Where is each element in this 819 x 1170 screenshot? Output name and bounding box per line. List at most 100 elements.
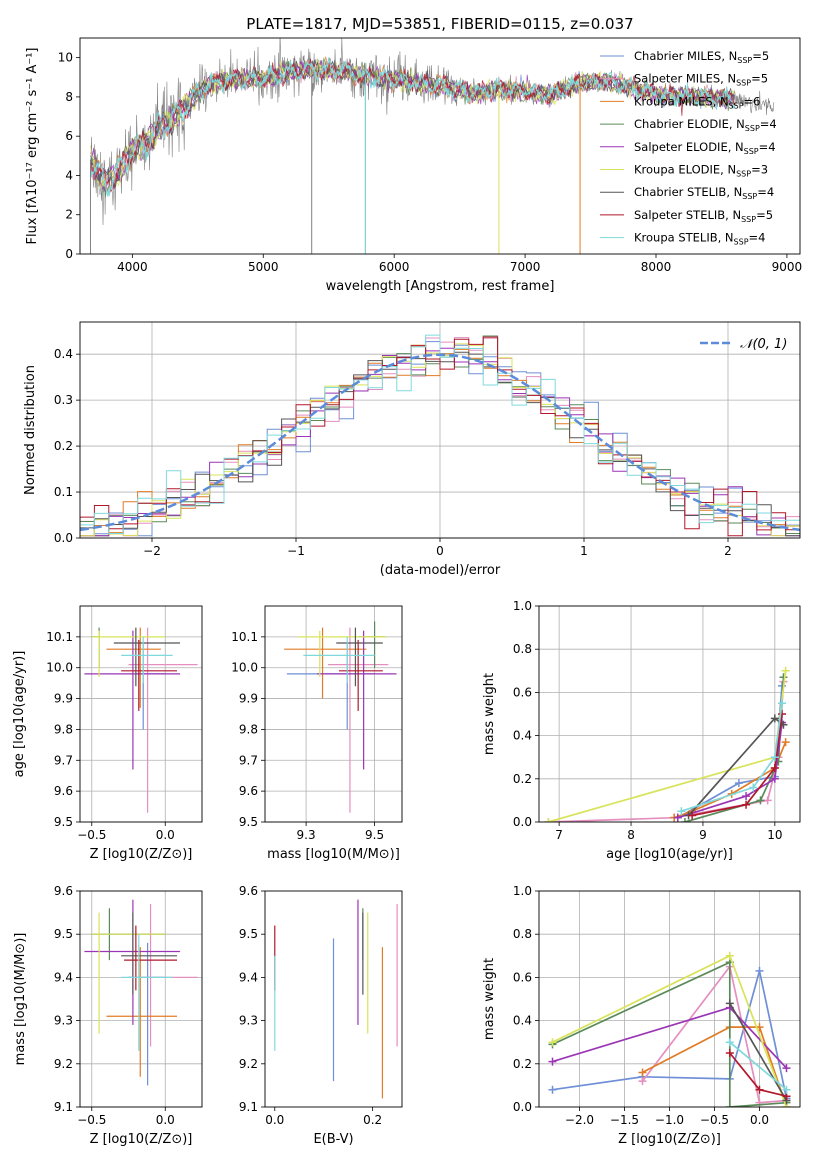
- age_vs_mass-frame: [264, 605, 403, 823]
- y-tick-label: 9.1: [239, 1100, 258, 1114]
- y-tick-label: 0.3: [54, 393, 73, 407]
- y-tick-label: 0.4: [513, 1014, 532, 1028]
- x-tick-label: 4000: [117, 260, 148, 274]
- y-tick-label: 0.0: [513, 815, 532, 829]
- axes-weight_vs_age: 7 8 9 10 0.0 0.2 0.4 0.6 0.8 1.0 age [log10(age/yr…: [482, 599, 800, 862]
- y-tick-label: 9.6: [54, 884, 73, 898]
- normal-reference-curve: [80, 353, 800, 532]
- age_vs_Z-frame: [79, 605, 203, 823]
- legend-name: Salpeter STELIB, N: [634, 208, 741, 222]
- model-kroupa-stelib-line: [90, 57, 735, 198]
- marker-salpeter-elodie: [673, 813, 682, 822]
- legend-entry-kroupa-miles: Kroupa MILES, NSSP=6: [634, 94, 760, 110]
- y-tick-label: 9.3: [54, 1014, 73, 1028]
- legend-value: =4: [749, 231, 766, 245]
- y-tick-label: 9.2: [54, 1057, 73, 1071]
- residuals-legend: 𝒩(0, 1): [700, 337, 787, 352]
- figure-title: PLATE=1817, MJD=53851, FIBERID=0115, z=0…: [246, 15, 633, 33]
- series-chabrier-elodie: [552, 960, 787, 1107]
- legend-entry-salpeter-stelib: Salpeter STELIB, NSSP=5: [634, 208, 773, 224]
- legend-entry-normal: 𝒩(0, 1): [740, 337, 787, 352]
- y-tick-label: 9.5: [239, 927, 258, 941]
- marker-salpeter-miles: [763, 796, 772, 805]
- x-axis-label: age [log10(age/yr)]: [606, 847, 733, 862]
- axes-age_vs_mass: 9.3 9.5 9.5 9.6 9.7 9.8 9.9 10.0 10.1 mass [log10…: [231, 606, 402, 862]
- marker-kroupa-elodie: [548, 1038, 557, 1047]
- x-tick-label: 0.0: [265, 1113, 284, 1127]
- legend-entry-salpeter-miles: Salpeter MILES, NSSP=5: [634, 72, 768, 88]
- marker-salpeter-elodie: [548, 1057, 557, 1066]
- legend-subscript: SSP: [736, 79, 751, 88]
- residuals-frame: [79, 321, 801, 539]
- x-tick-label: 0.0: [750, 1113, 769, 1127]
- y-tick-label: 0.4: [54, 347, 73, 361]
- legend-entry-kroupa-elodie: Kroupa ELODIE, NSSP=3: [634, 163, 768, 179]
- y-tick-label: 0.2: [513, 772, 532, 786]
- y-tick-label: 10.1: [231, 630, 258, 644]
- legend-subscript: SSP: [734, 238, 749, 247]
- y-tick-label: 9.9: [239, 692, 258, 706]
- y-axis-label: age [log10(age/yr)]: [12, 651, 27, 778]
- y-tick-label: 9.5: [54, 927, 73, 941]
- marker-kroupa-miles: [781, 738, 790, 747]
- x-tick-label: 0.0: [156, 828, 175, 842]
- legend-subscript: SSP: [742, 192, 757, 201]
- marker-chabrier-elodie: [756, 796, 765, 805]
- marker-kroupa-stelib: [770, 753, 779, 762]
- legend-name: Salpeter MILES, N: [634, 72, 736, 86]
- x-tick-label: 0: [436, 544, 444, 558]
- x-tick-label: −2.0: [565, 1113, 594, 1127]
- marker-salpeter-elodie: [742, 792, 751, 801]
- model-chabrier-stelib-line: [90, 57, 735, 188]
- x-tick-label: −0.5: [77, 828, 106, 842]
- y-tick-label: 9.3: [239, 1014, 258, 1028]
- series-kroupa-miles: [673, 741, 787, 819]
- series-salpeter-miles: [641, 964, 787, 1104]
- legend-value: =5: [751, 72, 768, 86]
- legend-subscript: SSP: [736, 170, 751, 179]
- axes-mass_vs_ebv: 0.0 0.2 9.1 9.2 9.3 9.4 9.5 9.6 E(B-V): [239, 884, 382, 1147]
- legend-name: Kroupa ELODIE, N: [634, 163, 736, 177]
- x-tick-label: 8000: [641, 260, 672, 274]
- marker-kroupa-stelib: [749, 783, 758, 792]
- axes-age_vs_Z: −0.5 0.0 9.5 9.6 9.7 9.8 9.9 10.0 10.1 Z [log10(Z…: [12, 606, 202, 862]
- x-tick-label: −1: [287, 544, 305, 558]
- mass_vs_ebv-frame: [264, 890, 403, 1108]
- series-kroupa-stelib: [729, 1041, 788, 1091]
- y-tick-label: 9.8: [54, 722, 73, 736]
- y-tick-label: 0.8: [513, 927, 532, 941]
- x-tick-label: 6000: [379, 260, 410, 274]
- marker-kroupa-elodie: [781, 666, 790, 675]
- y-tick-label: 0.0: [54, 531, 73, 545]
- mass_vs_ebv-errorbars: [274, 899, 398, 1099]
- x-axis-label: mass [log10(M/M⊙)]: [267, 847, 400, 862]
- legend-value: =5: [756, 208, 773, 222]
- series-kroupa-stelib: [681, 703, 783, 813]
- y-tick-label: 0.6: [513, 685, 532, 699]
- x-tick-label: 2: [724, 544, 732, 558]
- x-tick-label: −1.5: [610, 1113, 639, 1127]
- legend-value: =3: [751, 163, 768, 177]
- y-tick-label: 9.6: [239, 884, 258, 898]
- x-tick-label: 9.3: [297, 828, 316, 842]
- mass_vs_Z-frame: [79, 890, 203, 1108]
- y-tick-label: 10.0: [231, 661, 258, 675]
- legend-name: Kroupa MILES, N: [634, 94, 729, 108]
- series-chabrier-stelib: [729, 1002, 788, 1101]
- legend-entry-chabrier-miles: Chabrier MILES, NSSP=5: [634, 49, 769, 65]
- x-axis-label: Z [log10(Z/Z⊙)]: [90, 847, 193, 862]
- marker-chabrier-elodie: [725, 1103, 734, 1107]
- marker-chabrier-miles: [548, 1085, 557, 1094]
- x-tick-label: 7: [555, 828, 563, 842]
- legend-value: =4: [760, 117, 777, 131]
- legend-name: Chabrier ELODIE, N: [634, 117, 745, 131]
- marker-chabrier-miles: [755, 966, 764, 975]
- x-tick-label: 5000: [248, 260, 279, 274]
- y-tick-label: 2: [65, 208, 73, 222]
- x-tick-label: 0.2: [363, 1113, 382, 1127]
- marker-salpeter-elodie: [782, 1064, 791, 1073]
- y-tick-label: 0.1: [54, 485, 73, 499]
- x-axis-label: wavelength [Angstrom, rest frame]: [326, 279, 555, 294]
- marker-salpeter-miles: [638, 1077, 647, 1086]
